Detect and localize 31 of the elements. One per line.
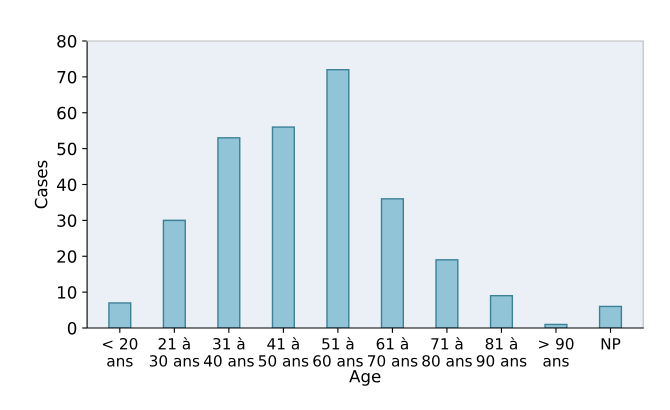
x-tick-label: 31 à 40 ans [204,337,254,367]
bar [544,324,568,328]
bar [435,259,459,328]
x-tick-label: 21 à 30 ans [150,337,200,367]
y-tick-label: 40 [56,178,76,192]
x-tick-label: 51 à 60 ans [313,337,363,367]
bar [217,137,240,328]
x-tick-label: 41 à 50 ans [258,337,308,367]
x-axis-title: Age [349,370,380,386]
x-tick-label: 81 à 90 ans [476,337,526,367]
bar [326,69,350,328]
y-tick-label: 0 [68,322,76,335]
bar [598,306,622,328]
y-tick-label: 30 [57,214,76,227]
x-tick-label: NP [602,338,620,350]
y-tick-label: 50 [57,142,76,156]
y-tick-label: 60 [57,106,76,120]
bar [108,302,132,328]
x-tick-label: 71 à 80 ans [422,337,472,367]
bar [490,295,514,328]
bar [162,220,186,328]
x-tick-label: > 90 ans [539,338,574,367]
y-tick-label: 20 [57,250,76,263]
y-tick-label: 10 [58,286,76,299]
y-axis-title: Cases [34,160,48,208]
x-tick-label: < 20 ans [102,338,138,367]
y-tick-label: 80 [57,34,76,48]
x-tick-label: 61 à 70 ans [368,337,418,367]
bar [380,198,404,328]
bar [272,126,295,328]
y-tick-label: 70 [58,70,76,84]
